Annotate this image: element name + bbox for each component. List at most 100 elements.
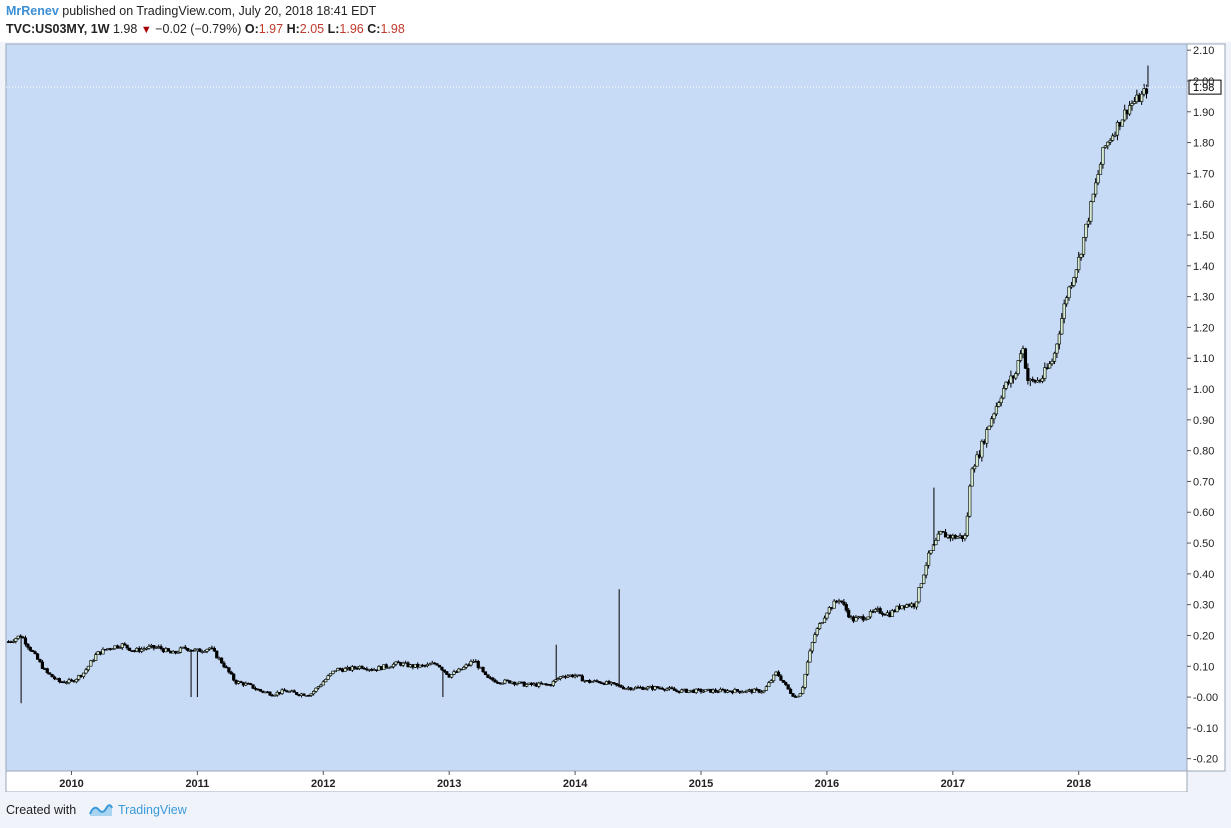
candle-body — [871, 611, 875, 613]
candle-body — [551, 681, 555, 686]
candle-body — [120, 643, 124, 648]
candle-body — [1057, 333, 1061, 345]
candle-body — [23, 637, 28, 645]
candle-body — [14, 638, 18, 642]
price-chart[interactable]: 1.98 -0.20 -0.10 -0.00 0.10 0.20 0.30 0.40 0.50… — [0, 42, 1231, 792]
candle-body — [52, 676, 57, 680]
candle-body — [762, 690, 766, 693]
candle-body — [1074, 269, 1078, 278]
candle-body — [1103, 145, 1107, 148]
candle-body — [309, 693, 313, 696]
candle-body — [866, 616, 870, 620]
candle-body — [40, 661, 45, 669]
candle-body — [86, 665, 91, 671]
candle-body — [115, 645, 120, 648]
candle-body — [941, 531, 945, 533]
last-price: 1.98 — [112, 22, 138, 36]
candle-body — [35, 653, 40, 660]
open-label: O: — [244, 22, 259, 36]
y-tick-label: 0.20 — [1193, 630, 1214, 642]
candle-body — [861, 616, 865, 621]
candle-body — [757, 689, 761, 693]
candle-body — [619, 685, 623, 688]
candle-body — [77, 675, 81, 680]
candle-body — [975, 454, 979, 467]
x-tick-label: 2015 — [689, 778, 713, 790]
x-tick-label: 2012 — [311, 778, 335, 790]
candle-body — [665, 688, 669, 691]
candle-body — [878, 608, 882, 614]
candle-body — [74, 678, 78, 683]
author-link[interactable]: MrRenev — [6, 4, 59, 18]
plot-area[interactable] — [5, 43, 1188, 772]
candle-body — [989, 418, 994, 427]
candle-body — [880, 613, 885, 615]
candle-body — [973, 465, 977, 470]
candle-body — [1086, 220, 1091, 225]
y-tick-label: 1.80 — [1193, 138, 1214, 150]
candle-body — [939, 531, 943, 535]
tradingview-logo-icon[interactable] — [88, 802, 114, 818]
candle-body — [353, 666, 357, 669]
ohlc-legend: TVC:US03MY, 1W 1.98 ▼ −0.02 (−0.79%) O:1… — [6, 22, 405, 36]
candle-body — [433, 662, 437, 665]
candle-body — [462, 667, 466, 670]
candle-body — [227, 667, 231, 673]
candle-body — [987, 425, 991, 430]
candle-body — [343, 668, 347, 672]
candle-body — [924, 565, 928, 576]
publish-line: MrRenev published on TradingView.com, Ju… — [6, 4, 376, 18]
candle-body — [445, 671, 449, 675]
candle-body — [660, 687, 664, 690]
candle-body — [205, 648, 209, 652]
time-axis[interactable] — [5, 770, 1188, 792]
candle-body — [844, 604, 848, 611]
candle-body — [643, 688, 647, 691]
candle-body — [1014, 373, 1018, 379]
candle-body — [1009, 375, 1013, 384]
candle-body — [779, 675, 783, 681]
candle-body — [1113, 134, 1117, 137]
candle-body — [873, 609, 877, 612]
candle-body — [1127, 105, 1132, 115]
candle-body — [493, 679, 497, 683]
close-value: 1.98 — [380, 22, 405, 36]
candle-body — [50, 673, 54, 678]
candle-body — [985, 429, 989, 444]
y-tick-label: 0.70 — [1193, 476, 1214, 488]
x-tick-label: 2014 — [563, 778, 588, 790]
candle-body — [176, 652, 180, 654]
candle-body — [980, 440, 984, 458]
candle-body — [827, 607, 831, 614]
candle-body — [481, 666, 485, 672]
candle-body — [324, 679, 328, 683]
candle-body — [810, 641, 814, 652]
candle-body — [914, 601, 919, 608]
candle-body — [203, 651, 207, 653]
candle-body — [1144, 88, 1149, 94]
candle-body — [147, 646, 151, 649]
candle-body — [580, 675, 584, 682]
candle-body — [772, 674, 776, 682]
candle-body — [91, 660, 95, 662]
candle-body — [321, 681, 325, 686]
candle-body — [491, 677, 495, 681]
candle-body — [832, 600, 836, 609]
candle-body — [173, 650, 178, 654]
candle-body — [1089, 201, 1093, 222]
candle-body — [614, 683, 618, 686]
price-axis[interactable] — [1186, 43, 1226, 772]
candle-body — [31, 650, 35, 652]
candle-body — [101, 648, 105, 655]
candle-body — [1026, 368, 1030, 381]
tradingview-link[interactable]: TradingView — [118, 803, 187, 817]
y-tick-label: 0.40 — [1193, 569, 1214, 581]
candle-body — [1120, 119, 1124, 127]
candle-body — [1031, 378, 1035, 381]
candle-body — [927, 552, 931, 566]
candle-body — [646, 686, 650, 690]
candle-body — [556, 678, 560, 680]
low-value: 1.96 — [339, 22, 364, 36]
candle-body — [268, 691, 272, 696]
candle-body — [590, 681, 594, 684]
